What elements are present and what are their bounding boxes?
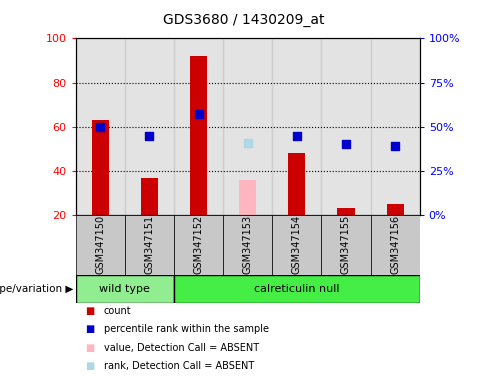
Bar bbox=[272, 215, 322, 275]
Bar bbox=[223, 215, 272, 275]
Bar bbox=[141, 177, 158, 215]
Text: GSM347153: GSM347153 bbox=[243, 215, 253, 274]
Text: GSM347151: GSM347151 bbox=[144, 215, 154, 274]
Point bbox=[145, 132, 153, 139]
Bar bbox=[76, 38, 125, 215]
Bar bbox=[125, 215, 174, 275]
Bar bbox=[370, 38, 420, 215]
Bar bbox=[190, 56, 207, 215]
Text: value, Detection Call = ABSENT: value, Detection Call = ABSENT bbox=[104, 343, 259, 353]
Point bbox=[244, 139, 252, 146]
Bar bbox=[174, 38, 223, 215]
Text: GSM347150: GSM347150 bbox=[95, 215, 105, 274]
Text: percentile rank within the sample: percentile rank within the sample bbox=[104, 324, 269, 334]
Bar bbox=[223, 38, 272, 215]
Text: GSM347154: GSM347154 bbox=[292, 215, 302, 274]
Text: GDS3680 / 1430209_at: GDS3680 / 1430209_at bbox=[163, 13, 325, 27]
Text: GSM347156: GSM347156 bbox=[390, 215, 400, 274]
Text: GSM347152: GSM347152 bbox=[194, 215, 203, 275]
Text: rank, Detection Call = ABSENT: rank, Detection Call = ABSENT bbox=[104, 361, 254, 371]
Point bbox=[391, 143, 399, 149]
Bar bbox=[370, 215, 420, 275]
Bar bbox=[125, 38, 174, 215]
Text: calreticulin null: calreticulin null bbox=[254, 284, 340, 294]
Point bbox=[96, 124, 104, 130]
Point bbox=[293, 132, 301, 139]
Bar bbox=[239, 180, 256, 215]
Text: ■: ■ bbox=[85, 306, 95, 316]
Bar bbox=[174, 215, 223, 275]
Text: ■: ■ bbox=[85, 324, 95, 334]
Bar bbox=[76, 275, 174, 303]
Bar bbox=[322, 38, 370, 215]
Bar bbox=[92, 120, 109, 215]
Text: count: count bbox=[104, 306, 132, 316]
Text: wild type: wild type bbox=[100, 284, 150, 294]
Text: genotype/variation ▶: genotype/variation ▶ bbox=[0, 284, 73, 294]
Point bbox=[195, 111, 203, 118]
Bar bbox=[272, 38, 322, 215]
Bar bbox=[322, 215, 370, 275]
Point bbox=[342, 141, 350, 147]
Bar bbox=[288, 153, 305, 215]
Bar bbox=[337, 209, 355, 215]
Text: ■: ■ bbox=[85, 343, 95, 353]
Bar bbox=[174, 275, 420, 303]
Text: ■: ■ bbox=[85, 361, 95, 371]
Bar bbox=[386, 204, 404, 215]
Text: GSM347155: GSM347155 bbox=[341, 215, 351, 275]
Bar bbox=[76, 215, 125, 275]
